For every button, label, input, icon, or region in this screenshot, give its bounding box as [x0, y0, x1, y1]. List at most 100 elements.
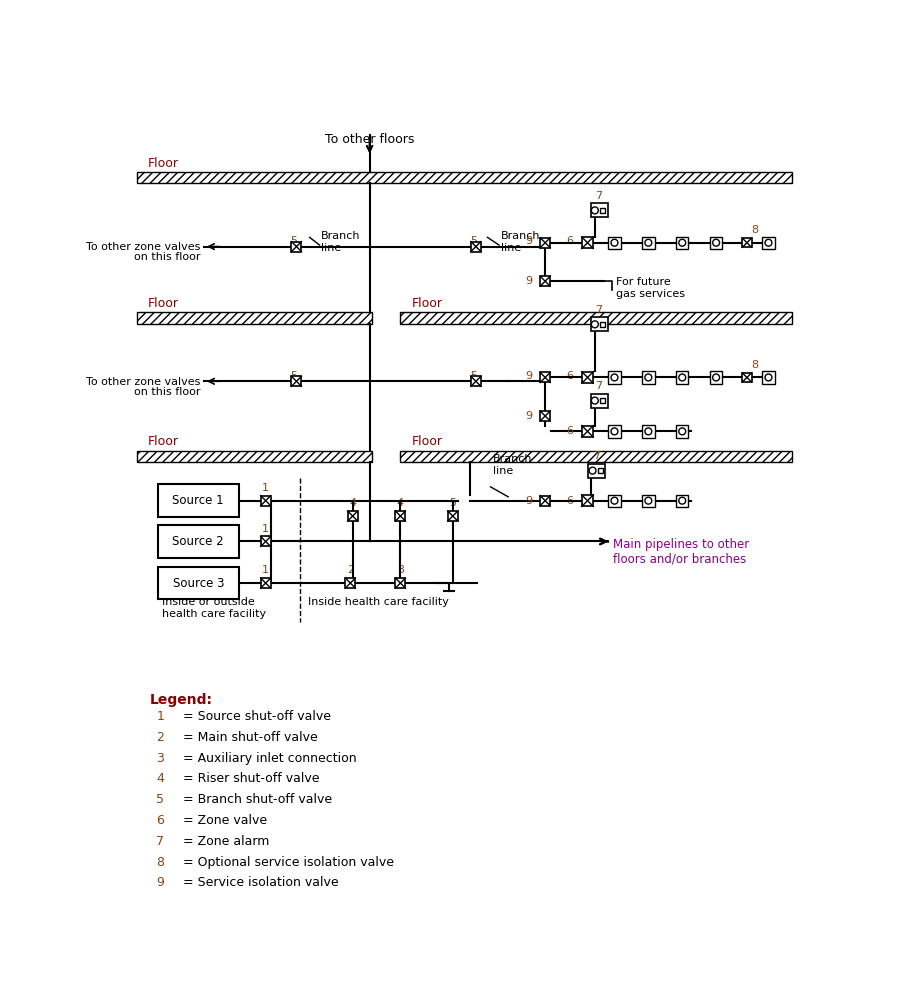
Bar — [540, 238, 550, 248]
Bar — [588, 464, 605, 477]
Text: To other floors: To other floors — [325, 133, 414, 146]
Bar — [598, 468, 602, 473]
Text: Inside health care facility: Inside health care facility — [308, 597, 448, 607]
Text: Source 3: Source 3 — [172, 577, 224, 590]
Text: 6: 6 — [566, 371, 573, 380]
Bar — [710, 237, 722, 249]
Text: 4: 4 — [157, 773, 164, 786]
Bar — [137, 450, 372, 462]
Bar — [471, 242, 481, 252]
Bar — [591, 203, 608, 217]
Text: 8: 8 — [751, 360, 758, 370]
Bar — [710, 372, 722, 383]
Text: 5: 5 — [291, 236, 298, 246]
Text: 8: 8 — [751, 225, 758, 235]
Bar — [676, 425, 689, 437]
Bar — [158, 567, 238, 600]
Bar — [400, 450, 792, 462]
Bar — [540, 276, 550, 286]
Bar — [448, 511, 458, 521]
Text: Source 2: Source 2 — [172, 535, 224, 548]
Bar — [292, 242, 302, 252]
Text: Floor: Floor — [148, 297, 178, 310]
Text: = Zone valve: = Zone valve — [182, 814, 266, 827]
Bar — [608, 494, 621, 507]
Bar — [137, 172, 792, 183]
Text: 7: 7 — [595, 305, 602, 315]
Text: 6: 6 — [566, 496, 573, 506]
Bar — [642, 372, 654, 383]
Text: 3: 3 — [157, 752, 164, 765]
Text: Branch
line: Branch line — [500, 231, 540, 253]
Text: 1: 1 — [262, 566, 268, 576]
Bar — [642, 494, 654, 507]
Bar — [292, 376, 302, 386]
Text: 5: 5 — [470, 371, 477, 380]
Text: = Optional service isolation valve: = Optional service isolation valve — [182, 856, 393, 869]
Text: 7: 7 — [593, 451, 601, 461]
Bar — [540, 496, 550, 506]
Bar — [600, 398, 605, 403]
Text: 9: 9 — [525, 411, 533, 421]
Text: = Riser shut-off valve: = Riser shut-off valve — [182, 773, 319, 786]
Bar — [762, 372, 775, 383]
Text: 2: 2 — [157, 731, 164, 744]
Bar — [676, 494, 689, 507]
Text: Floor: Floor — [412, 297, 443, 310]
Text: = Zone alarm: = Zone alarm — [182, 835, 269, 848]
Bar — [676, 237, 689, 249]
Bar — [582, 372, 593, 383]
Bar — [676, 372, 689, 383]
Text: = Branch shut-off valve: = Branch shut-off valve — [182, 793, 332, 807]
Text: 1: 1 — [262, 524, 268, 534]
Text: To other zone valves: To other zone valves — [86, 376, 200, 386]
Text: 9: 9 — [525, 236, 533, 246]
Text: 9: 9 — [525, 496, 533, 506]
Text: 6: 6 — [566, 426, 573, 436]
Text: Main pipelines to other
floors and/or branches: Main pipelines to other floors and/or br… — [613, 538, 749, 566]
Bar — [137, 312, 372, 324]
Bar — [395, 511, 405, 521]
Text: = Source shut-off valve: = Source shut-off valve — [182, 710, 331, 723]
Text: 7: 7 — [595, 381, 602, 391]
Bar — [137, 312, 372, 324]
Bar — [261, 537, 271, 547]
Text: = Service isolation valve: = Service isolation valve — [182, 876, 338, 889]
Text: Floor: Floor — [148, 156, 178, 169]
Text: Legend:: Legend: — [150, 693, 213, 707]
Bar — [642, 425, 654, 437]
Text: = Main shut-off valve: = Main shut-off valve — [182, 731, 317, 744]
Bar — [540, 411, 550, 421]
Bar — [471, 376, 481, 386]
Text: 4: 4 — [349, 498, 356, 508]
Text: 9: 9 — [525, 371, 533, 380]
Text: 6: 6 — [157, 814, 164, 827]
Text: 3: 3 — [397, 565, 404, 575]
Bar — [582, 495, 593, 506]
Bar — [137, 450, 372, 462]
Text: Branch
line: Branch line — [321, 231, 361, 253]
Bar — [395, 578, 405, 588]
Text: To other zone valves: To other zone valves — [86, 242, 200, 252]
Text: 1: 1 — [157, 710, 164, 723]
Text: 6: 6 — [566, 236, 573, 246]
Bar — [345, 578, 355, 588]
Bar — [600, 322, 605, 327]
Bar — [540, 373, 550, 382]
Bar — [608, 237, 621, 249]
Bar — [762, 237, 775, 249]
Bar — [400, 450, 792, 462]
Text: 5: 5 — [157, 793, 164, 807]
Bar — [582, 425, 593, 437]
Text: Floor: Floor — [148, 435, 178, 448]
Bar — [261, 578, 271, 588]
Bar — [582, 237, 593, 248]
Text: = Auxiliary inlet connection: = Auxiliary inlet connection — [182, 752, 356, 765]
Text: For future
gas services: For future gas services — [616, 277, 685, 299]
Text: 5: 5 — [291, 371, 298, 380]
Text: 7: 7 — [157, 835, 164, 848]
Text: 9: 9 — [157, 876, 164, 889]
Bar — [608, 372, 621, 383]
Bar — [400, 312, 792, 324]
Text: 9: 9 — [525, 276, 533, 286]
